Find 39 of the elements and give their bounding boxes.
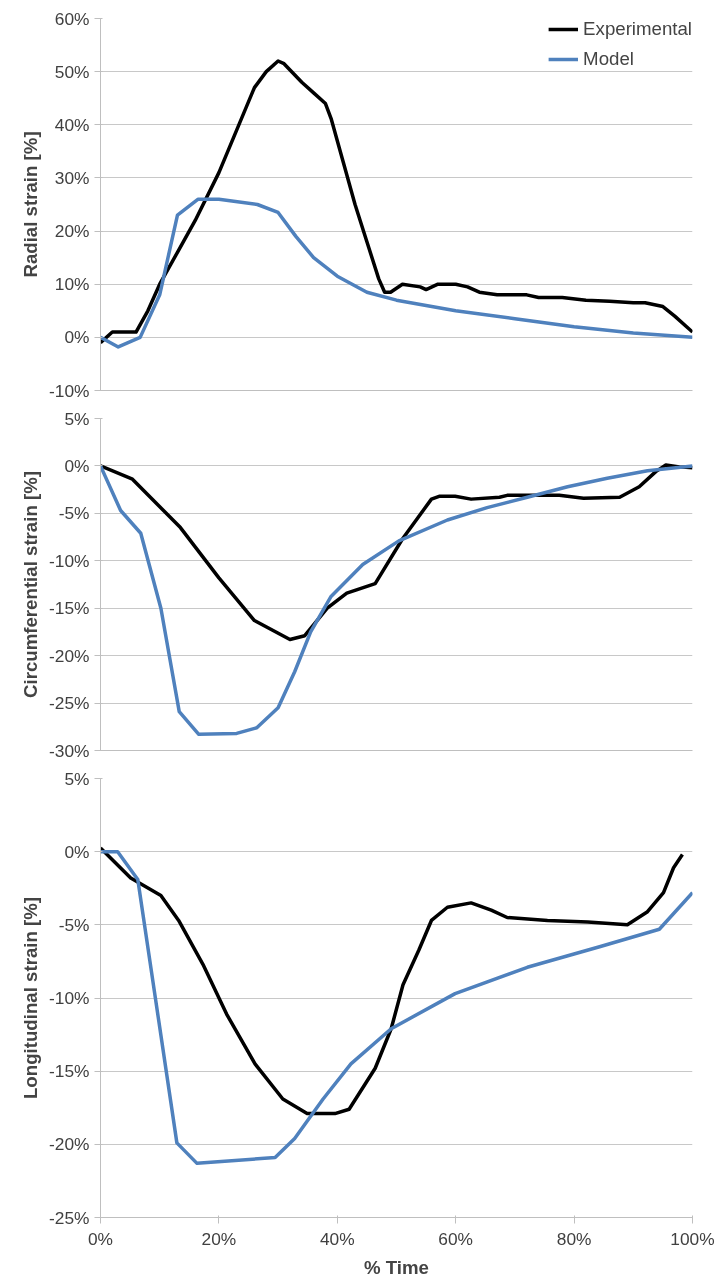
y-tick-label: -10% <box>49 550 90 571</box>
x-tick-label: 0% <box>87 1228 114 1249</box>
y-tick-label: 10% <box>54 274 90 295</box>
y-tick-label: 50% <box>54 61 90 82</box>
y-tick-label: 0% <box>64 841 90 862</box>
legend-label: Model <box>583 48 634 70</box>
y-tick-label: -15% <box>49 598 90 619</box>
y-tick-label: -25% <box>49 1207 90 1228</box>
line-series <box>100 464 693 737</box>
y-axis-title: Radial strain [%] <box>20 131 42 278</box>
y-tick-label: -25% <box>49 693 90 714</box>
x-tick-label: 60% <box>438 1228 474 1249</box>
x-tick-label: 80% <box>556 1228 592 1249</box>
x-tick-label: 100% <box>670 1228 715 1249</box>
y-tick-label: 30% <box>54 167 90 188</box>
line-series <box>100 197 693 349</box>
legend-label: Experimental <box>583 18 692 40</box>
y-tick-label: 5% <box>64 768 90 789</box>
y-tick-label: 0% <box>64 455 90 476</box>
line-series <box>100 846 685 1116</box>
x-axis-title: % Time <box>364 1256 429 1278</box>
y-tick-label: -10% <box>49 988 90 1008</box>
y-tick-label: -10% <box>49 380 90 401</box>
y-tick-label: 40% <box>54 114 90 135</box>
y-tick-label: -15% <box>49 1061 90 1082</box>
y-tick-label: -5% <box>58 503 90 524</box>
y-tick-label: 20% <box>54 221 90 242</box>
x-tick-label: 40% <box>319 1228 355 1249</box>
y-tick-label: -30% <box>49 740 90 761</box>
y-tick-label: -20% <box>49 645 90 666</box>
y-axis-title: Longitudinal strain [%] <box>20 896 42 1100</box>
y-axis-title: Circumferential strain [%] <box>20 470 42 699</box>
y-tick-label: -20% <box>49 1134 90 1155</box>
x-tick-label: 20% <box>201 1228 237 1249</box>
y-tick-label: 5% <box>64 408 90 429</box>
line-series <box>100 849 693 1166</box>
y-tick-label: 60% <box>54 8 90 29</box>
y-tick-label: 0% <box>64 327 90 348</box>
y-tick-label: -5% <box>58 914 90 935</box>
